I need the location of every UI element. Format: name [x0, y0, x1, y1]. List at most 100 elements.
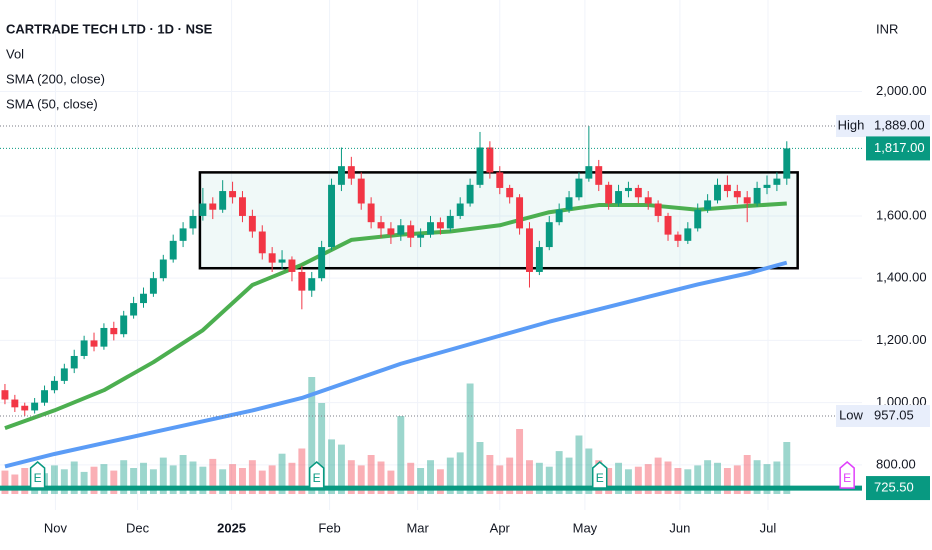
candle-body — [763, 184, 771, 188]
volume-bar — [644, 464, 652, 494]
volume-bar — [21, 468, 29, 494]
volume-bar — [763, 464, 771, 494]
volume-bar — [506, 457, 514, 494]
candle-body — [496, 172, 504, 188]
candle-body — [605, 184, 613, 204]
candle-body — [219, 191, 227, 210]
candle-body — [387, 228, 395, 235]
volume-bar — [516, 429, 524, 494]
event-label: E — [313, 471, 321, 485]
candle-body — [130, 303, 138, 316]
volume-bar — [209, 458, 217, 494]
candle-body — [189, 215, 197, 229]
candle-body — [417, 234, 425, 238]
candle-body — [427, 222, 434, 235]
candle-body — [476, 147, 484, 185]
candle-body — [506, 187, 514, 198]
candle-body — [397, 225, 405, 235]
legend-volume: Vol — [6, 46, 24, 61]
candle-body — [634, 187, 642, 198]
volume-bar — [417, 468, 425, 494]
candle-body — [100, 327, 108, 347]
candle-body — [50, 380, 58, 391]
volume-bar — [149, 469, 157, 494]
candle-body — [268, 253, 276, 263]
candle-body — [367, 203, 375, 223]
last-price-label: 1,817.00 — [874, 140, 925, 155]
volume-bar — [229, 464, 237, 494]
event-label: E — [843, 471, 851, 485]
volume-bar — [1, 470, 9, 494]
high-label: 1,889.00 — [874, 117, 925, 132]
candle-body — [377, 222, 385, 229]
sma-line — [4, 260, 788, 469]
candle-body — [446, 215, 454, 229]
volume-bar — [11, 474, 19, 494]
candle-body — [783, 148, 791, 179]
volume-bar — [535, 462, 543, 494]
volume-bar — [624, 469, 632, 494]
candle-body — [318, 247, 326, 279]
chart-title: CARTRADE TECH LTD · 1D · NSE — [6, 21, 213, 36]
x-tick-label: Feb — [318, 520, 340, 535]
volume-bar — [615, 462, 623, 494]
candle-body — [258, 231, 266, 254]
candle-body — [288, 259, 296, 272]
volume-bar — [367, 455, 375, 494]
volume-bar — [357, 465, 365, 494]
volume-bar — [446, 457, 454, 494]
volume-bar — [288, 462, 296, 494]
volume-bar — [308, 377, 316, 494]
candle-body — [644, 197, 652, 204]
candle-body — [714, 184, 721, 201]
y-tick-label: 1,400.00 — [876, 270, 927, 285]
candle-body — [31, 402, 39, 411]
volume-bar — [219, 469, 227, 494]
volume-bar — [140, 462, 147, 494]
volume-bar — [575, 435, 583, 494]
volume-bar — [199, 466, 207, 494]
candle-body — [555, 209, 563, 223]
x-tick-label: Jun — [669, 520, 690, 535]
high-name: High — [838, 117, 865, 132]
x-tick-label: 2025 — [217, 520, 246, 535]
candle-body — [704, 200, 712, 210]
candle-body — [694, 209, 702, 229]
x-tick-label: Jul — [760, 520, 777, 535]
candle-body — [654, 203, 662, 216]
volume-bar — [436, 469, 444, 494]
candle-body — [229, 191, 237, 198]
low-name: Low — [839, 407, 863, 422]
candle-body — [110, 327, 118, 335]
axes: 2,000.001,600.001,400.001,200.001,000.00… — [44, 83, 930, 535]
candle-body — [248, 215, 256, 232]
candle-body — [159, 259, 167, 279]
candle-body — [140, 293, 147, 304]
candle-body — [347, 166, 355, 179]
candle-body — [41, 390, 48, 403]
candle-body — [486, 147, 494, 173]
volume-bar — [397, 416, 405, 494]
grid — [0, 0, 862, 510]
currency-label: INR — [876, 21, 898, 36]
volume-bar — [130, 468, 138, 494]
volume-bar — [110, 470, 118, 494]
candle-body — [674, 234, 682, 241]
candle-body — [70, 355, 78, 369]
candle-body — [684, 228, 692, 241]
volume-bar — [555, 451, 563, 494]
volume-bar — [239, 468, 246, 494]
candle-body — [21, 405, 29, 411]
volume-bar — [704, 460, 712, 494]
volume-bar — [605, 468, 613, 494]
volume-bar — [743, 455, 751, 494]
volume-bar — [159, 457, 167, 494]
candle-body — [337, 166, 345, 185]
candle-body — [149, 278, 157, 294]
volume-bar — [773, 461, 781, 494]
candle-body — [535, 247, 543, 272]
volume-bar — [466, 383, 474, 494]
